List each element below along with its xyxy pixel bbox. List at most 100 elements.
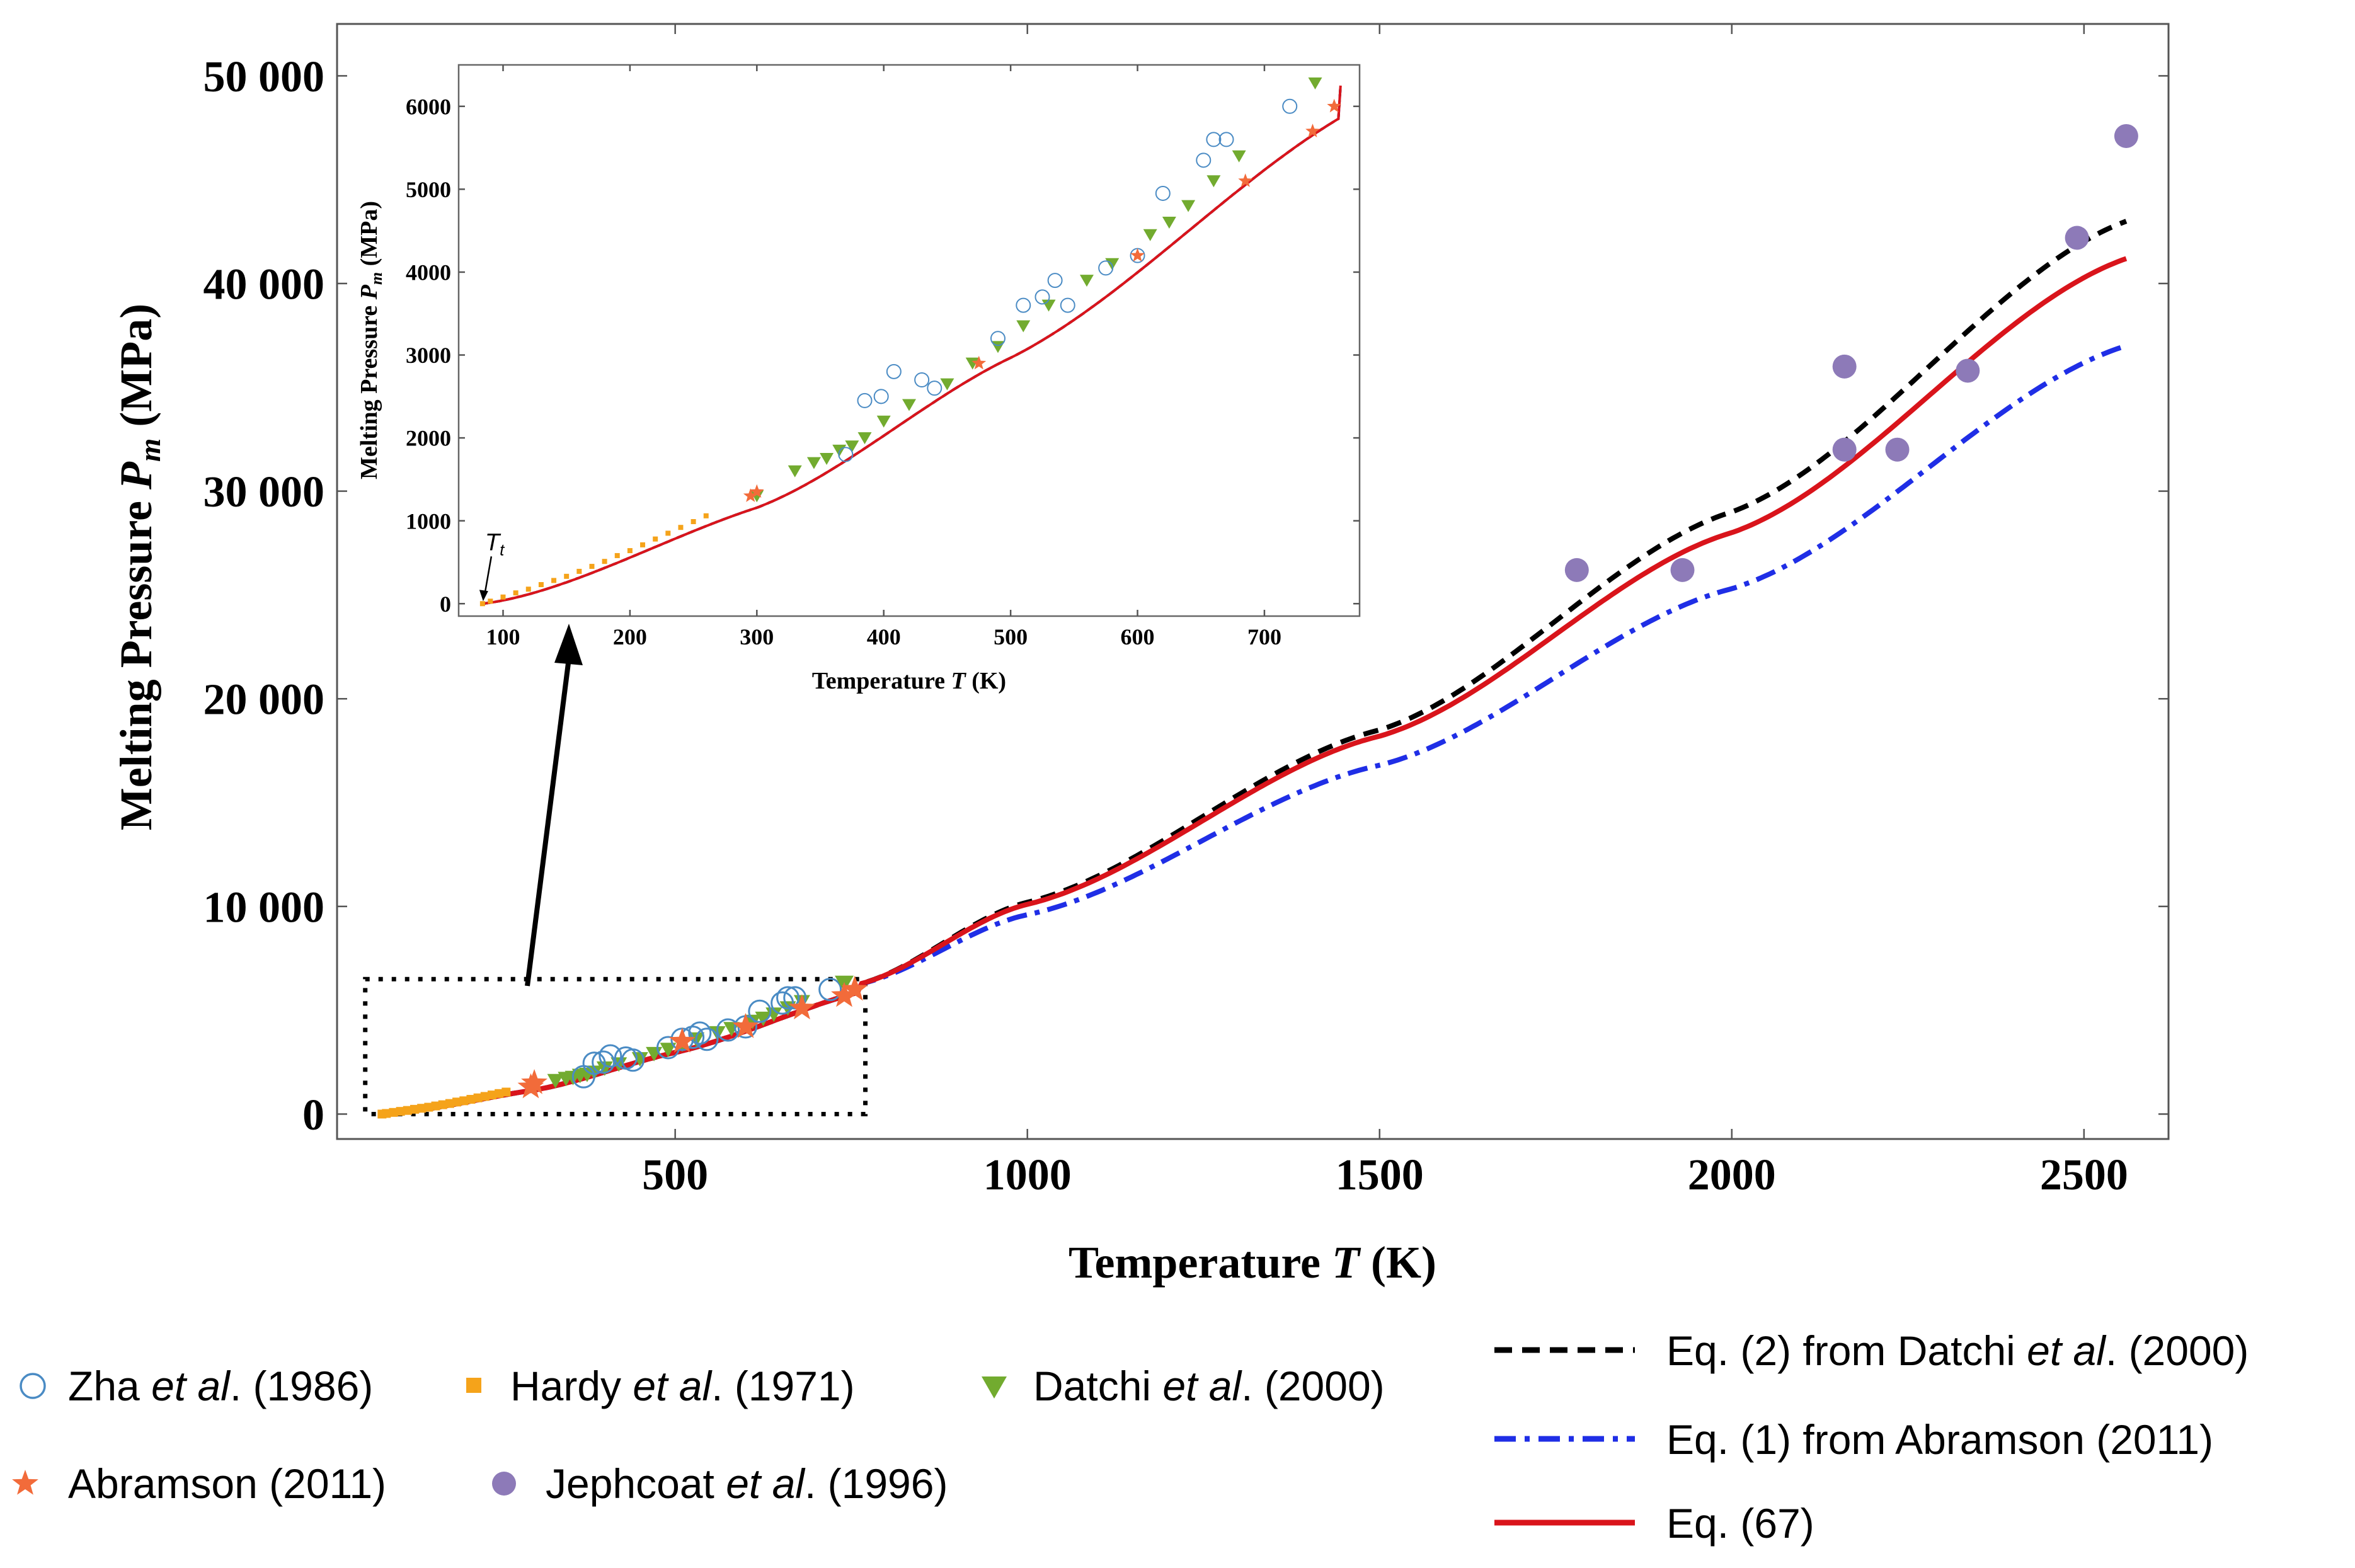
annotation-arrow-line [483,556,493,597]
x-tick-label: 200 [613,624,647,650]
jephcoat-point [1564,558,1589,582]
zha-point [873,389,889,404]
triple-point-annotation: Tt [479,529,505,602]
main-curves [382,219,2128,1117]
hardy-point [602,559,607,564]
zha-point [818,978,842,1002]
x-tick-label: 500 [642,1151,708,1199]
zha-point [592,1050,616,1074]
hardy-point [445,1099,454,1108]
legend-abramson-eq-label: Eq. (1) from Abramson (2011) [1666,1416,2213,1463]
hardy-point [459,1096,469,1106]
zha-point [1206,132,1222,147]
zha-point [1034,289,1050,305]
zha-point [688,1021,712,1045]
x-tick-label: 500 [994,624,1028,650]
datchi-point [660,1043,677,1058]
x-tick-label: 1000 [983,1151,1072,1199]
x-tick-label: 1500 [1336,1151,1424,1199]
hardy-point [653,536,658,542]
inset-plot: 100 200 300 400 500 600 700 0 1000 2000 3000 4000 50… [356,64,1361,694]
hardy-point [431,1101,440,1111]
inset-x-axis-label: Temperature T (K) [812,668,1006,694]
abramson-point [749,484,764,498]
hardy-point [614,552,620,558]
y-tick-label: 20 000 [203,676,325,724]
hardy-point [576,568,582,574]
main-y-axis-label: Melting Pressure Pm (MPa) [111,304,167,830]
hardy-point [551,578,557,583]
hardy-point [495,1089,504,1098]
annotation-arrow-head [479,590,488,602]
legend-item-hardy: Hardy et al. (1971) [466,1363,855,1409]
y-tick-label: 3000 [406,343,451,368]
jephcoat-point [1832,354,1857,379]
hardy-point [479,601,485,607]
hardy-point [690,519,696,524]
legend-item-abramson: Abramson (2011) [12,1460,386,1507]
datchi-point [806,457,821,469]
zoom-arrow [525,624,583,987]
hardy-point [473,1093,483,1102]
legend-item-eq67: Eq. (67) [1494,1500,1814,1547]
hardy-point [382,1109,391,1118]
abramson-point [1305,123,1320,137]
abramson-point [732,1013,759,1038]
zha-point [1218,132,1234,147]
legend-jephcoat-marker [492,1472,516,1496]
abramson-point [1327,98,1342,113]
y-tick-label: 4000 [406,260,451,285]
zha-point [1155,185,1171,201]
zha-point [927,381,943,396]
zha-point [599,1044,622,1068]
hardy-point [500,594,506,600]
abramson-point [841,975,868,1001]
main-x-axis-label: Temperature T (K) [1069,1237,1436,1288]
zha-point [748,999,772,1023]
datchi-point [940,378,954,391]
hardy-point [424,1102,433,1112]
y-tick-label: 30 000 [203,468,325,517]
x-tick-label: 700 [1247,624,1281,650]
datchi-point [820,453,834,465]
legend-item-datchi: Datchi et al. (2000) [982,1363,1385,1409]
hardy-point [480,1092,490,1101]
zha-point [1060,297,1075,313]
datchi-point [857,432,872,445]
inset-curves [482,85,1342,605]
x-tick-label: 600 [1121,624,1155,650]
x-tick-label: 300 [740,624,774,650]
zha-point [886,363,902,379]
zha-point [1282,98,1298,114]
datchi-point [744,1014,761,1029]
y-tick-label: 2000 [406,426,451,451]
inset-y-axis-label: Melting Pressure Pm (MPa) [356,201,386,479]
legend-datchi-label: Datchi et al. (2000) [1033,1363,1385,1409]
hardy-point [438,1100,447,1109]
datchi-point [1181,200,1196,212]
zha-point [582,1051,606,1075]
inset-plot-frame [457,64,1361,617]
legend-datchi-marker [982,1376,1007,1399]
legend-item-datchi-eq: Eq. (2) from Datchi et al. (2000) [1494,1327,2249,1374]
zha-point [914,372,930,387]
zha-point [716,1018,740,1042]
zha-point [621,1048,645,1072]
x-tick-label: 2000 [1688,1151,1776,1199]
datchi-point [788,465,802,478]
datchi-point [1143,229,1157,241]
zha-point [1098,260,1114,276]
abramson-point [971,355,987,370]
datchi-point [1079,275,1094,287]
hardy-point [703,513,709,518]
abramson-point [1130,248,1145,262]
inset-data-points [479,77,1342,607]
main-plot-frame [336,23,2170,1140]
legend-abramson-label: Abramson (2011) [68,1460,386,1507]
zha-point [1196,152,1212,168]
legend-eq67-label: Eq. (67) [1666,1500,1814,1547]
jephcoat-point [1885,437,1910,462]
datchi-point [876,415,891,428]
abramson-point [789,994,815,1020]
